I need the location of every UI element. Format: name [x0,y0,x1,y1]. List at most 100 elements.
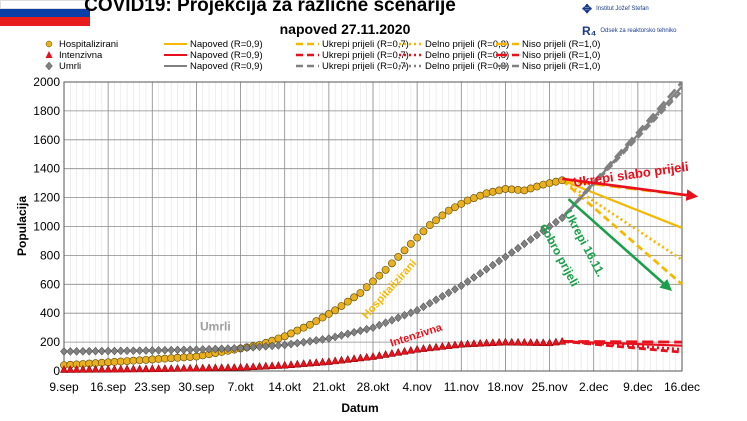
intenzivna-point [450,340,459,349]
intenzivna-point [299,359,308,367]
intenzivna-point [331,356,340,365]
intenzivna-point [249,362,258,371]
umrli-point [343,329,352,339]
intenzivna-point [444,341,453,349]
umrli-point [318,335,327,344]
hospitalizirani-point [287,329,295,338]
umrli-point [123,346,131,356]
chart-axes: 9.sep 16.sep 23.sep 30.sep 7.okt 14.okt 21.okt… [33,75,700,394]
umrli-point [116,346,125,356]
intenzivna-point [72,364,81,373]
intenzivna-point [110,364,119,373]
hospitalizirani-point [381,265,390,274]
intenzivna-point [501,337,510,346]
intenzivna-point [400,346,409,355]
hospitalizirani-point [495,186,504,195]
chart-subtitle: napoved 27.11.2020 [280,21,411,37]
intenzivna-point [438,341,447,350]
y-tick-label: 0 [53,364,60,378]
chart-legend: Hospitalizirani Napoved (R=0,9) Ukrepi pri… [45,39,600,72]
umrli-point [110,346,119,356]
intenzivna-point [66,364,75,373]
hospitalizirani-point [306,320,314,329]
y-tick-label: 1200 [33,191,60,205]
projection-lines [561,81,684,354]
intenzivna-point [242,362,251,371]
umrli-point [293,338,302,348]
annotation-arrow [567,198,673,291]
umrli-point [324,334,333,343]
intenzivna-point [85,364,94,373]
annotation-label: Ukrepi slabo prijeli [572,159,689,190]
intenzivna-point [205,363,214,372]
intenzivna-point [59,365,69,373]
umrli-point [520,239,529,249]
x-tick-label: 9.sep [49,380,79,394]
projection-line [561,179,683,229]
r4-logo: R₄ Odsek za reaktorsko tehniko [582,24,676,38]
umrli-point [179,345,188,355]
hospitalizirani-point [482,189,491,198]
intenzivna-point [104,364,113,373]
annotation-arrow [562,177,699,201]
intenzivna-point [211,363,220,372]
intenzivna-point [324,357,333,365]
hospitalizirani-point [406,239,415,248]
umrli-point [242,343,251,353]
projection-line [562,339,683,344]
projection-line [561,81,684,219]
legend-item-label: Napoved (R=0,9) [190,39,263,50]
umrli-point [539,226,548,236]
intenzivna-point [432,342,441,351]
x-tick-label: 14.okt [268,380,301,394]
chart-title: COVID19: Projekcija za različne scenarij… [84,0,456,16]
legend-item-label: Ukrepi prijeli (R=0,7) [322,39,409,50]
umrli-point [444,288,453,298]
intenzivna-point [274,360,283,369]
annotation-label: Umrli [200,320,231,334]
projection-line [561,85,683,219]
umrli-point [85,346,94,356]
intenzivna-point [457,339,466,348]
umrli-point [438,291,447,301]
r4-logo-text: Odsek za reaktorsko tehniko [600,27,677,34]
hospitalizirani-point [299,323,308,332]
intenzivna-point [160,364,169,372]
x-tick-label: 9.dec [623,380,652,394]
umrli-point [387,315,396,325]
intenzivna-point [236,362,245,371]
legend-item-label: Niso prijeli (R=1,0) [522,39,600,50]
umrli-point [356,326,365,336]
projection-line [561,87,684,219]
intenzivna-point [476,338,485,347]
umrli-point [463,277,472,286]
umrli-point [91,346,100,356]
umrli-point [400,310,409,320]
legend-item-label: Delno prijeli (R=0,8) [425,39,509,50]
legend-item-label: Ukrepi prijeli (R=0,7) [322,61,409,72]
intenzivna-point [287,360,296,368]
x-tick-label: 30.sep [178,380,214,394]
intenzivna-point [425,343,434,352]
umrli-point [482,264,491,274]
umrli-point [186,345,195,355]
intenzivna-point [343,354,352,363]
hospitalizirani-point [539,180,548,189]
umrli-point [419,302,428,312]
x-tick-label: 4.nov [402,380,431,394]
intenzivna-point [91,364,100,373]
hospitalizirani-point [369,277,377,286]
legend-marker-circle [45,40,53,48]
umrli-point [469,273,478,282]
institute-logos: ✥ Institut Jožef Stefan R₄ Odsek za reak… [582,2,676,47]
intenzivna-point [135,364,144,373]
umrli-point [274,341,283,350]
x-tick-label: 2.dec [579,380,608,394]
umrli-point [526,235,535,244]
hospitalizirani-point [488,187,497,196]
umrli-point [432,295,440,305]
umrli-point [160,345,169,355]
intenzivna-point [141,364,150,373]
umrli-point [533,230,541,240]
hospitalizirani-point [375,271,384,280]
